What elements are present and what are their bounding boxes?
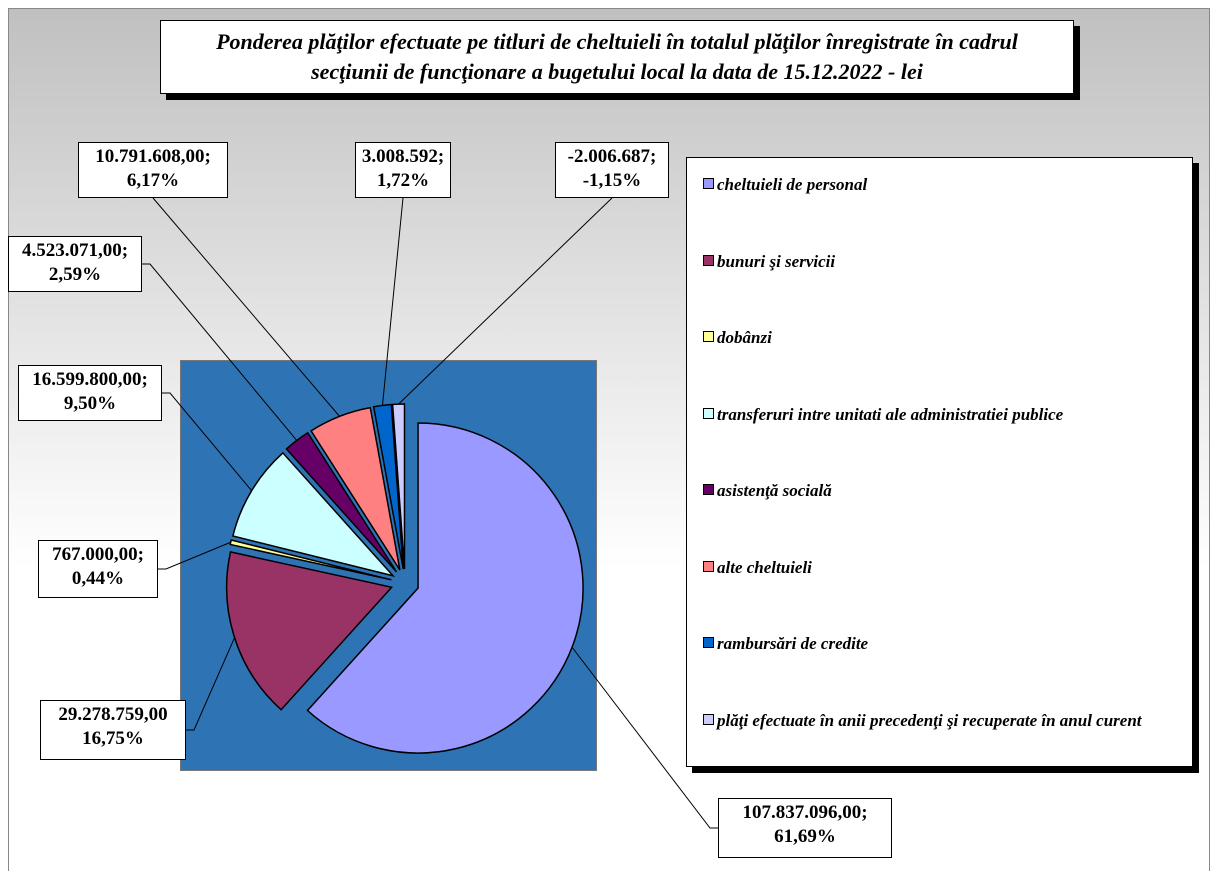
data-label: 16.599.800,00; 9,50% (18, 365, 162, 421)
leader-line (158, 541, 231, 570)
legend-item: asistenţă socială (703, 480, 1183, 502)
legend-item: rambursări de credite (703, 633, 1183, 655)
legend-swatch (703, 407, 714, 419)
legend-label: asistenţă socială (717, 481, 832, 500)
data-label-value: 3.008.592; (361, 146, 445, 167)
data-label-value: -2.006.687; (567, 146, 657, 167)
data-label: 107.837.096,00; 61,69% (718, 798, 892, 858)
data-label-value: 107.837.096,00; (742, 802, 868, 823)
data-label-percent: 9,50% (63, 393, 117, 414)
chart-title: Ponderea plăţilor efectuate pe titluri d… (160, 20, 1074, 94)
legend-swatch (703, 484, 714, 495)
leader-line (142, 263, 298, 441)
legend: cheltuieli de personal bunuri şi servicii… (686, 157, 1193, 767)
leader-line (381, 197, 404, 406)
legend-label: bunuri şi servicii (717, 251, 836, 271)
legend-item: cheltuieli de personal (703, 174, 1183, 196)
data-label-value: 29.278.759,00 (58, 704, 168, 725)
data-label-percent: 61,69% (774, 826, 836, 847)
data-label-value: 4.523.071,00; (21, 240, 129, 261)
legend-swatch (703, 331, 714, 342)
legend-label: dobânzi (717, 328, 772, 347)
legend-swatch (703, 713, 714, 725)
data-label: 767.000,00; 0,44% (38, 540, 158, 598)
data-label: 3.008.592; 1,72% (355, 142, 451, 198)
legend-swatch (703, 560, 714, 572)
leader-line (571, 646, 718, 829)
legend-item: alte cheltuieli (703, 557, 1183, 579)
legend-label: transferuri intre unitati ale administra… (717, 404, 1064, 424)
legend-label: alte cheltuieli (717, 557, 812, 577)
legend-item: plăţi efectuate în anii precedenţi şi re… (703, 710, 1183, 732)
leader-line (162, 392, 253, 492)
data-label-value: 16.599.800,00; (32, 369, 148, 390)
legend-label: plăţi efectuate în anii precedenţi şi re… (717, 710, 1142, 730)
legend-label: rambursări de credite (717, 634, 869, 653)
data-label: 4.523.071,00; 2,59% (8, 236, 142, 292)
legend-swatch (703, 254, 714, 266)
leader-line (398, 197, 613, 405)
legend-item: transferuri intre unitati ale administra… (703, 404, 1183, 426)
data-label-percent: -1,15% (582, 170, 642, 191)
legend-item: dobânzi (703, 327, 1183, 349)
data-label: 29.278.759,00 16,75% (40, 700, 186, 760)
pie-slice (229, 539, 392, 581)
leader-line (152, 197, 340, 417)
legend-item: bunuri şi servicii (703, 251, 1183, 273)
leader-line (186, 637, 236, 731)
legend-swatch (703, 637, 714, 648)
data-label: -2.006.687; -1,15% (555, 142, 669, 198)
legend-swatch (703, 178, 714, 189)
data-label-percent: 2,59% (48, 264, 102, 285)
data-label: 10.791.608,00; 6,17% (78, 142, 228, 198)
pie-slice (225, 551, 394, 711)
legend-label: cheltuieli de personal (717, 175, 868, 194)
data-label-value: 10.791.608,00; (95, 146, 211, 167)
data-label-percent: 1,72% (376, 170, 430, 191)
data-label-percent: 6,17% (126, 170, 180, 191)
data-label-value: 767.000,00; (52, 544, 144, 565)
data-label-percent: 0,44% (71, 568, 125, 589)
data-label-percent: 16,75% (82, 728, 144, 749)
